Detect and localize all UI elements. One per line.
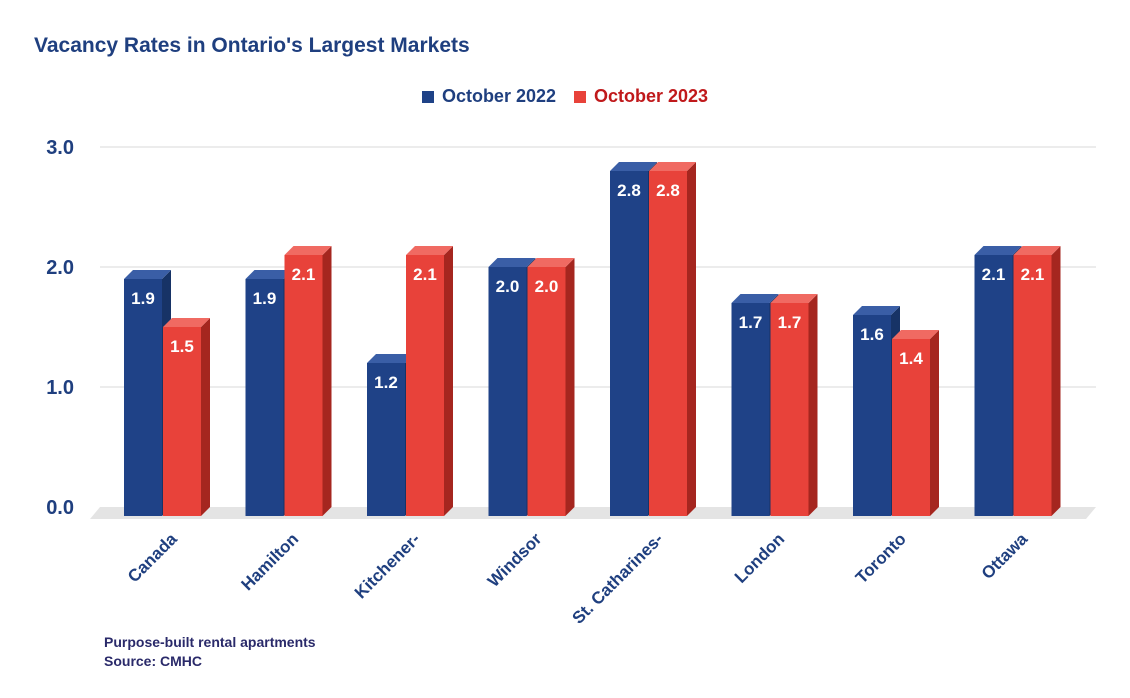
data-label: 2.1 bbox=[982, 265, 1006, 284]
x-tick-label: Kitchener- bbox=[351, 529, 424, 602]
bar-top bbox=[853, 306, 900, 315]
bar bbox=[974, 255, 1013, 516]
bar bbox=[853, 315, 891, 516]
bar-top bbox=[245, 270, 293, 279]
bar-side bbox=[687, 162, 696, 516]
bar bbox=[367, 363, 405, 516]
x-tick-label: Windsor bbox=[484, 529, 546, 591]
legend-item-2023: October 2023 bbox=[574, 86, 708, 107]
y-tick-label: 0.0 bbox=[46, 497, 74, 519]
x-tick-label: Canada bbox=[124, 529, 181, 586]
bar bbox=[649, 171, 687, 516]
footnote-source: Source: CMHC bbox=[104, 653, 203, 669]
data-label: 1.4 bbox=[899, 349, 923, 368]
legend-swatch-2022 bbox=[421, 90, 434, 103]
legend-label-2022: October 2022 bbox=[441, 86, 556, 106]
footnote-description: Purpose-built rental apartments bbox=[104, 634, 316, 650]
data-label: 1.2 bbox=[374, 373, 398, 392]
data-label: 2.8 bbox=[656, 181, 680, 200]
legend-item-2022: October 2022 bbox=[421, 86, 556, 107]
bar-side bbox=[201, 318, 210, 516]
bar-side bbox=[444, 246, 453, 516]
bar-side bbox=[322, 246, 332, 516]
chart-title: Vacancy Rates in Ontario's Largest Marke… bbox=[34, 34, 470, 57]
y-tick-label: 2.0 bbox=[46, 257, 74, 279]
x-tick-label: Hamilton bbox=[237, 529, 302, 594]
bar bbox=[406, 255, 444, 516]
bar-top bbox=[488, 258, 536, 267]
bar bbox=[1013, 255, 1052, 516]
bar-top bbox=[367, 354, 414, 363]
bar bbox=[245, 279, 284, 516]
x-tick-label: Toronto bbox=[852, 529, 910, 587]
data-label: 2.0 bbox=[535, 277, 559, 296]
data-label: 1.6 bbox=[860, 325, 884, 344]
data-label: 1.9 bbox=[131, 289, 155, 308]
x-tick-label: London bbox=[731, 529, 788, 586]
bar-top bbox=[731, 294, 779, 303]
data-label: 2.1 bbox=[413, 265, 437, 284]
bar-top bbox=[770, 294, 818, 303]
bar bbox=[892, 339, 930, 516]
bar-top bbox=[527, 258, 575, 267]
bar-side bbox=[808, 294, 818, 516]
data-label: 1.5 bbox=[170, 337, 194, 356]
data-label: 1.7 bbox=[778, 313, 802, 332]
bar-top bbox=[406, 246, 453, 255]
bar bbox=[488, 267, 527, 516]
data-label: 1.9 bbox=[253, 289, 277, 308]
bar-top bbox=[974, 246, 1022, 255]
bar-side bbox=[930, 330, 939, 516]
bar-side bbox=[565, 258, 575, 516]
bar bbox=[163, 327, 201, 516]
bar-top bbox=[284, 246, 332, 255]
data-label: 1.7 bbox=[739, 313, 763, 332]
chart-floor bbox=[90, 507, 1096, 519]
legend-label-2023: October 2023 bbox=[594, 86, 709, 106]
data-label: 2.1 bbox=[292, 265, 316, 284]
bar bbox=[284, 255, 323, 516]
x-tick-label: Ottawa bbox=[978, 529, 1032, 583]
bar-top bbox=[610, 162, 657, 171]
chart-footnote: Purpose-built rental apartments Source: … bbox=[104, 633, 316, 671]
legend-swatch-2023 bbox=[574, 90, 586, 103]
x-tick-label: St. Catharines- bbox=[569, 529, 667, 627]
chart-legend: October 2022 October 2023 bbox=[0, 86, 1130, 107]
bar bbox=[124, 279, 162, 516]
data-label: 2.1 bbox=[1021, 265, 1045, 284]
bar-top bbox=[124, 270, 171, 279]
data-label: 2.0 bbox=[496, 277, 520, 296]
bar bbox=[527, 267, 566, 516]
bar-top bbox=[1013, 246, 1061, 255]
bar bbox=[731, 303, 770, 516]
bar-top bbox=[163, 318, 210, 327]
y-tick-label: 1.0 bbox=[46, 377, 74, 399]
data-label: 2.8 bbox=[617, 181, 641, 200]
bar-side bbox=[1051, 246, 1061, 516]
bar bbox=[610, 171, 648, 516]
bar-top bbox=[892, 330, 939, 339]
bar bbox=[770, 303, 809, 516]
y-tick-label: 3.0 bbox=[46, 137, 74, 159]
bar-top bbox=[649, 162, 696, 171]
